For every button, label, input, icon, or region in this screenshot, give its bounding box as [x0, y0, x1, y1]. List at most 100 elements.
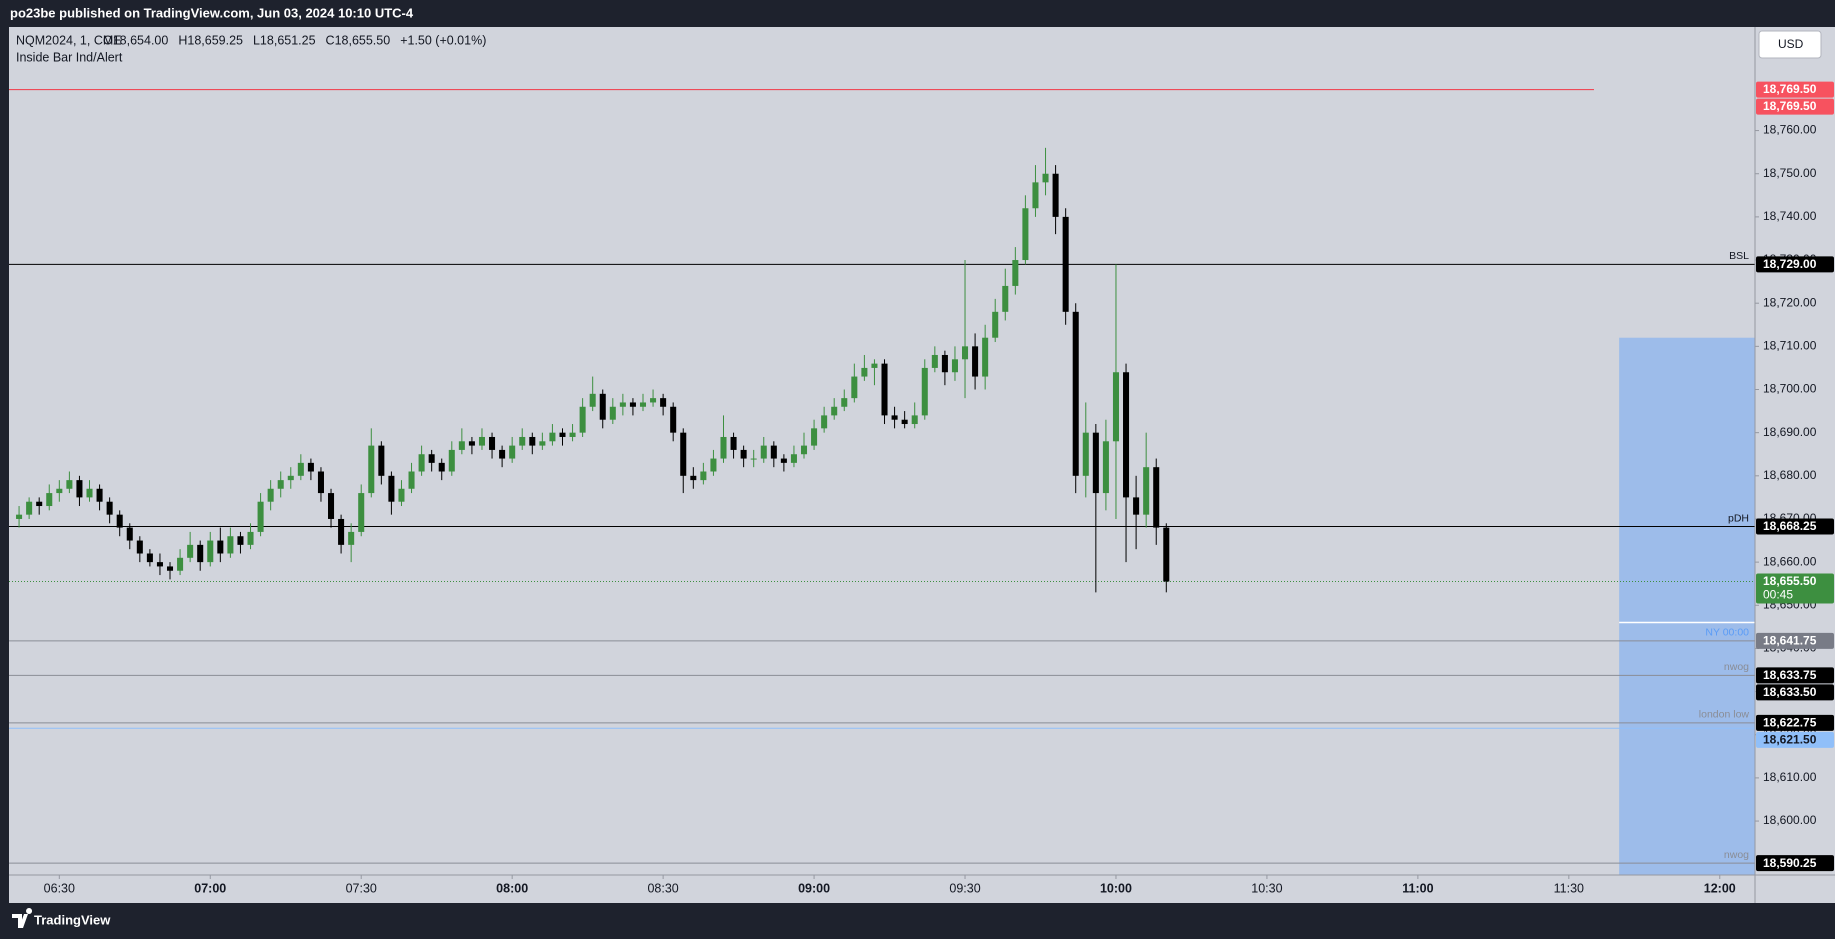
x-tick-label: 08:30	[647, 881, 678, 895]
candle-body	[670, 406, 677, 433]
price-badge	[1756, 684, 1834, 701]
candle-body	[780, 458, 787, 463]
candle-body	[1052, 173, 1059, 217]
x-tick-label: 11:30	[1554, 881, 1584, 895]
price-badge	[1756, 731, 1834, 748]
candle-body	[972, 346, 979, 377]
candle-body	[478, 436, 485, 446]
x-tick-label: 10:30	[1251, 881, 1282, 895]
candle-body	[177, 557, 184, 571]
candle-body	[519, 436, 526, 446]
candle-body	[1163, 527, 1170, 582]
candle-body	[579, 406, 586, 433]
candle-body	[811, 428, 818, 446]
candle-body	[56, 488, 63, 494]
position-zone	[1619, 337, 1755, 876]
candle-body	[881, 363, 888, 416]
candle-body	[1032, 182, 1039, 209]
price-badge-label: 18,769.50	[1763, 82, 1817, 96]
x-tick-label: 06:30	[44, 881, 75, 895]
x-tick-label: 08:00	[496, 881, 528, 895]
y-tick-label: 18,760.00	[1763, 123, 1817, 137]
level-name: BSL	[1729, 250, 1749, 262]
price-badge	[1756, 98, 1834, 115]
candle-body	[619, 402, 626, 407]
x-tick-label: 07:00	[194, 881, 226, 895]
candle-body	[700, 471, 707, 481]
candle-body	[358, 493, 365, 532]
brand-logo	[12, 908, 33, 928]
candle-body	[921, 367, 928, 416]
price-badge-label: 18,769.50	[1763, 99, 1817, 113]
candle-body	[458, 441, 465, 450]
candle-body	[448, 449, 455, 472]
candle-body	[629, 402, 636, 407]
candle-body	[740, 449, 747, 459]
candle-body	[36, 501, 43, 507]
candle-body	[680, 432, 687, 476]
ohlc-value: +1.50 (+0.01%)	[400, 33, 486, 47]
x-tick-label: 09:30	[949, 881, 980, 895]
price-badge-label: 18,668.25	[1763, 519, 1817, 533]
candle-body	[16, 514, 23, 519]
candle-body	[941, 354, 948, 373]
candle-body	[1092, 432, 1099, 494]
candle-body	[1072, 311, 1079, 476]
candle-body	[136, 540, 143, 554]
candle-body	[992, 311, 999, 338]
candle-body	[257, 501, 264, 532]
candle-body	[660, 398, 667, 407]
candle-body	[126, 527, 133, 541]
price-badge	[1756, 714, 1834, 731]
candle-body	[1042, 173, 1049, 183]
candle-body	[418, 454, 425, 472]
price-badge	[1756, 855, 1834, 872]
candle-body	[338, 518, 345, 545]
currency-button[interactable]	[1758, 30, 1822, 59]
candle-body	[1022, 208, 1029, 261]
level-name: london low	[1699, 709, 1750, 721]
candle-body	[156, 562, 163, 567]
candle-body	[800, 445, 808, 455]
y-tick-label: 18,720.00	[1763, 295, 1817, 309]
candle-body	[106, 501, 113, 515]
price-badge-label: 18,621.50	[1763, 733, 1817, 747]
y-tick-label: 18,710.00	[1763, 339, 1817, 353]
x-tick-label: 11:00	[1402, 881, 1433, 895]
candle-body	[549, 432, 556, 442]
candle-body	[378, 445, 385, 476]
candle-body	[821, 415, 828, 429]
candle-body	[1153, 467, 1160, 528]
price-badge-label: 18,590.25	[1763, 856, 1817, 870]
plot-area: BSL pDH NY 00:00 nwog london low nwog	[9, 89, 1755, 876]
candle-body	[1123, 372, 1130, 498]
y-tick-label: 18,740.00	[1763, 209, 1817, 223]
price-badge	[1756, 573, 1834, 604]
candle-body	[962, 346, 969, 360]
candle-body	[328, 493, 335, 519]
candle-body	[76, 480, 83, 498]
price-badge	[1756, 256, 1834, 273]
countdown: 00:45	[1763, 588, 1793, 602]
level-name: NY 00:00	[1705, 627, 1749, 639]
x-tick-label: 07:30	[346, 881, 377, 895]
candle-body	[46, 493, 53, 507]
y-tick-label: 18,750.00	[1763, 166, 1817, 180]
candle-body	[297, 462, 304, 476]
candle-body	[398, 488, 405, 502]
candle-body	[1002, 285, 1009, 312]
candle-body	[1133, 497, 1140, 515]
x-tick-label: 09:00	[798, 881, 830, 895]
y-tick-label: 18,700.00	[1763, 382, 1817, 396]
candle-body	[790, 454, 797, 463]
candle-body	[911, 415, 918, 425]
price-badge-label: 18,633.75	[1763, 668, 1817, 682]
candle-body	[187, 544, 194, 558]
price-badge-label: 18,641.75	[1763, 634, 1817, 648]
chart-pane	[9, 27, 1835, 903]
x-tick-label: 12:00	[1704, 881, 1736, 895]
ohlc-value: O18,654.00	[103, 33, 168, 47]
candle-body	[499, 449, 506, 459]
